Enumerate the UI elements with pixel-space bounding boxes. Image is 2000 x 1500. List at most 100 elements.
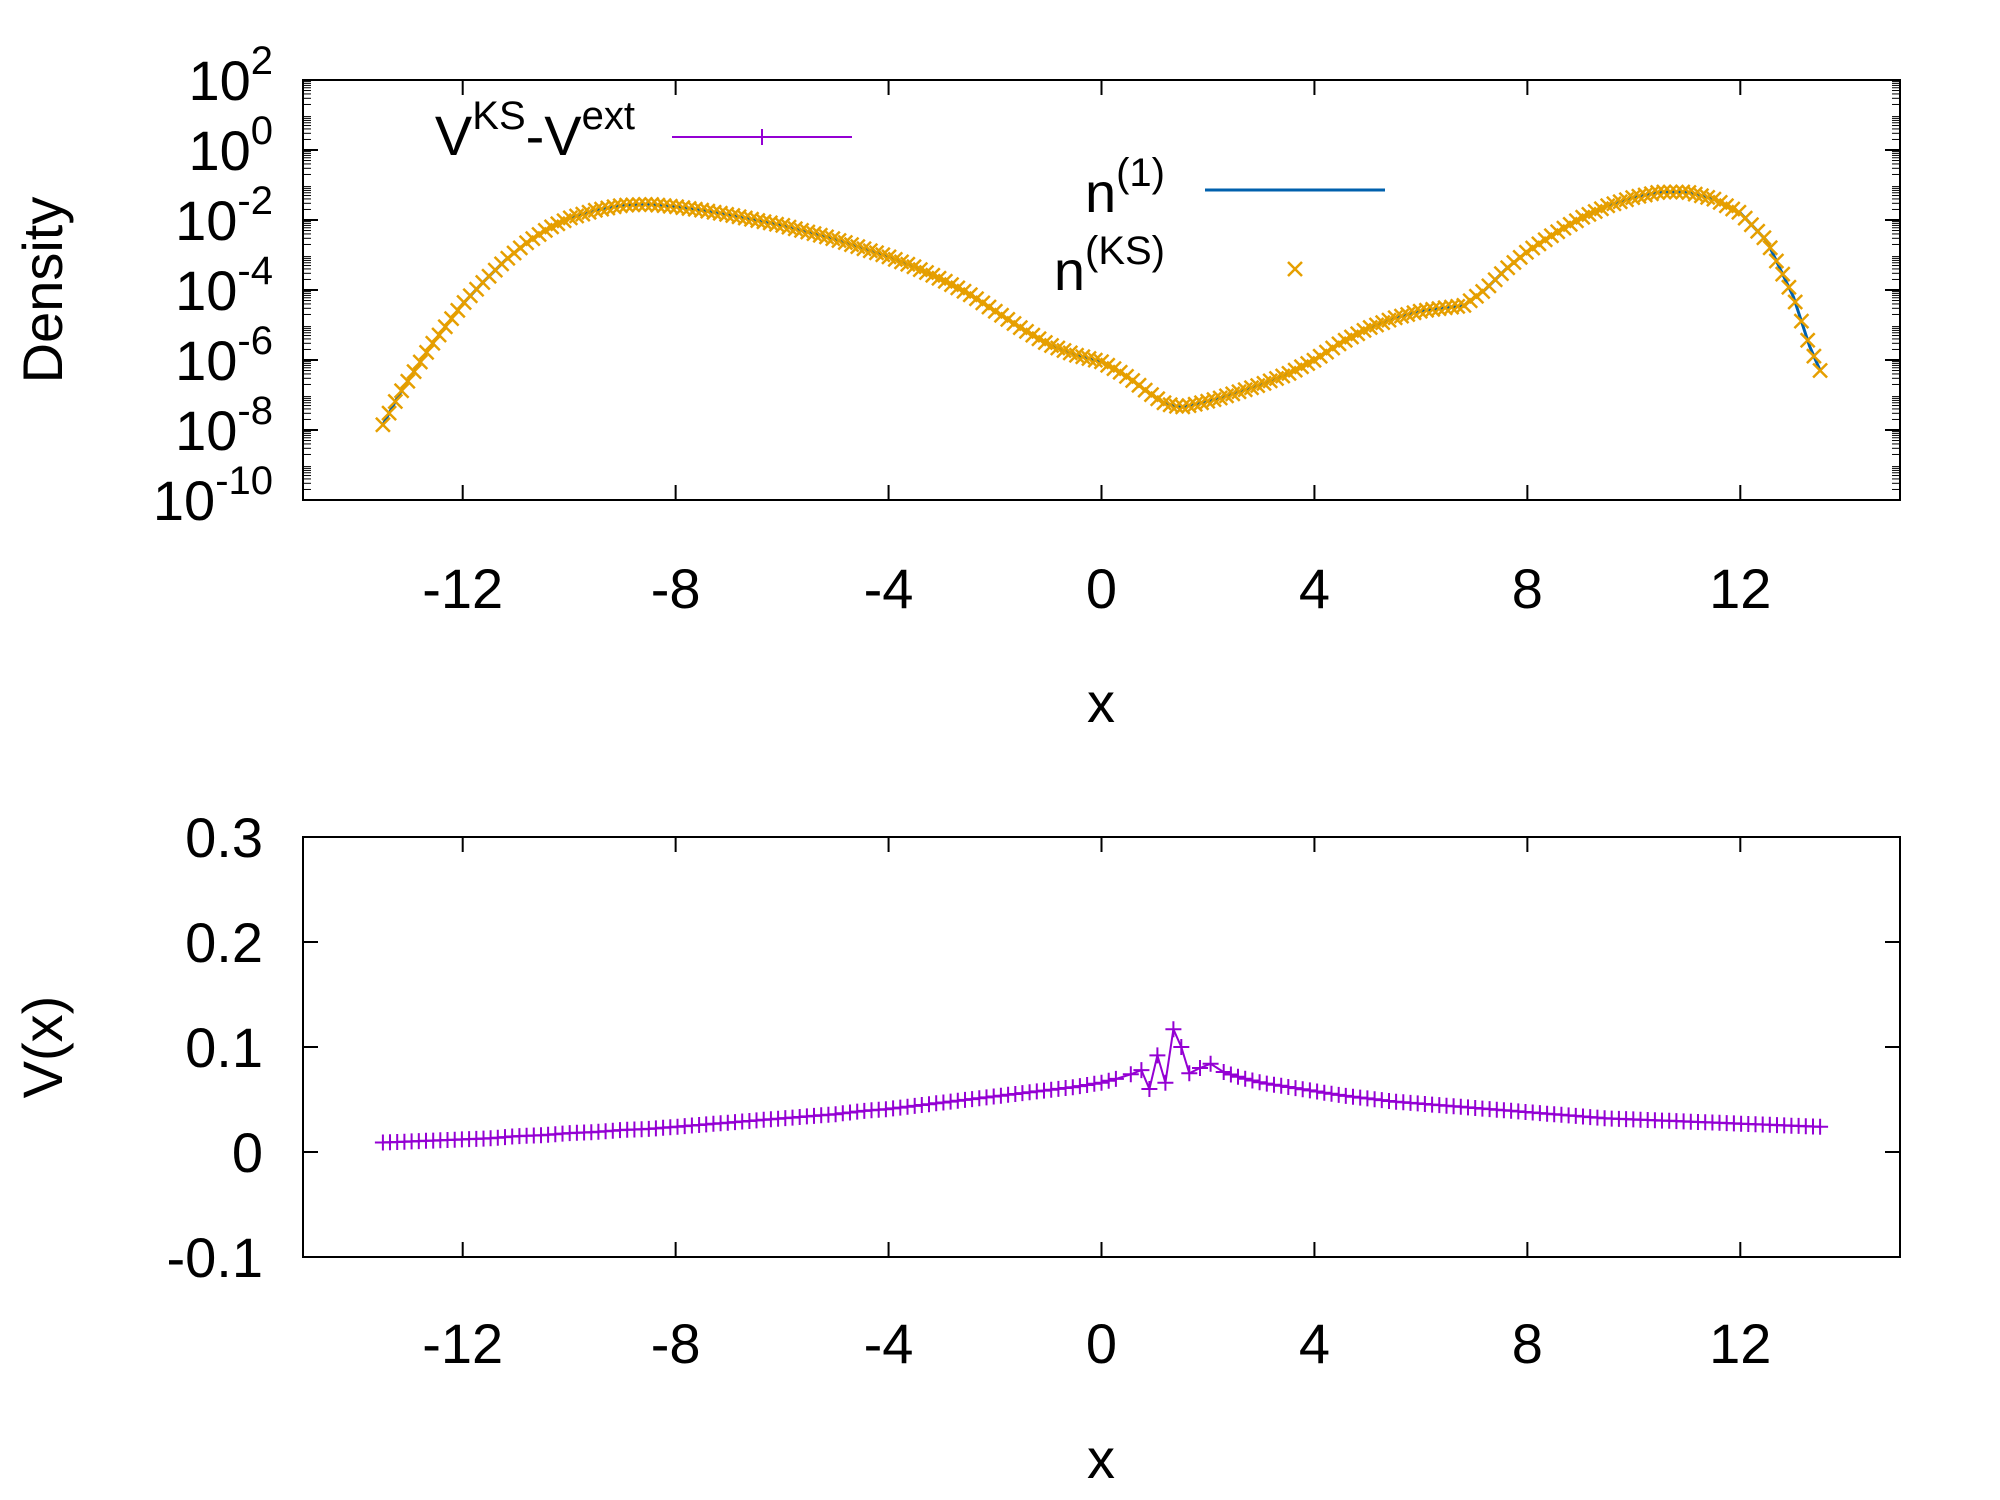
series-nks-point	[1637, 187, 1654, 203]
series-vks-vext-point	[1287, 1080, 1304, 1097]
series-vks-vext-point	[1192, 1060, 1208, 1076]
legend-label-nks: n(KS)	[1054, 229, 1165, 302]
density-x-tick-label: 4	[1299, 557, 1330, 620]
series-vks-vext-point	[1222, 1066, 1239, 1083]
series-nks-point	[624, 197, 641, 213]
density-x-tick-label: -12	[422, 557, 503, 620]
legend-label-n1-base: n	[1085, 161, 1116, 224]
potential-y-tick-label: 0	[232, 1121, 263, 1184]
series-nks-point	[1768, 253, 1785, 269]
series-vks-vext-point	[1323, 1085, 1340, 1102]
series-vks-vext-point	[1309, 1083, 1326, 1100]
series-vks-vext-point	[1071, 1078, 1088, 1095]
series-nks-point	[1762, 239, 1779, 256]
potential-y-tick-label: -0.1	[167, 1226, 264, 1289]
legend-label-vks-mid: -V	[526, 104, 583, 167]
series-nks-point	[1812, 362, 1828, 379]
density-x-tick-label: -4	[864, 557, 914, 620]
series-vks-vext-point	[1165, 1021, 1182, 1038]
legend-label-nks-sup: (KS)	[1085, 229, 1165, 273]
series-vks-vext-point	[1157, 1074, 1174, 1091]
series-vks-vext-point	[1100, 1072, 1117, 1089]
series-nks-point	[612, 197, 629, 214]
series-nks-point	[424, 335, 441, 352]
density-y-tick-label: 10-8	[175, 389, 273, 462]
density-x-tick-label: 12	[1709, 557, 1771, 620]
series-nks-point	[1781, 279, 1797, 296]
legend-label-vks-base: V	[435, 104, 473, 167]
series-vks-vext-point	[1107, 1070, 1124, 1087]
series-nks-point	[718, 206, 735, 223]
series-nks-point	[1756, 229, 1772, 246]
legend-label-vks-sup2: ext	[582, 94, 635, 138]
legend-label-n1: n(1)	[1085, 151, 1165, 224]
series-nks-point	[643, 196, 660, 213]
series-nks-point	[693, 202, 710, 218]
series-vks-vext-point	[1812, 1118, 1829, 1135]
density-y-tick-label: 10-10	[153, 459, 273, 532]
density-x-ticks: -12 -8 -4 0 4 8 12	[422, 80, 1771, 620]
series-nks-point	[1787, 294, 1804, 310]
series-nks-point	[618, 197, 635, 213]
series-nks-point	[737, 210, 754, 226]
series-nks-point	[412, 354, 429, 370]
series-nks-point	[1799, 332, 1816, 349]
potential-x-tick-label: 8	[1512, 1312, 1543, 1375]
legend-marker-nks	[1287, 261, 1303, 277]
series-vks-vext-point	[1173, 1039, 1190, 1055]
legend-entry-nks: n(KS)	[1054, 229, 1303, 302]
series-nks-point	[1806, 348, 1822, 364]
potential-x-tick-label: 4	[1299, 1312, 1330, 1375]
density-panel: -12 -8 -4 0 4 8 12 10210010-210-410-610-810-10…	[11, 39, 1901, 734]
series-nks-point	[418, 344, 435, 361]
series-nks-point	[1449, 298, 1466, 315]
series-nks-point	[1774, 266, 1791, 282]
series-nks-point	[756, 213, 772, 230]
density-series	[375, 184, 1828, 433]
potential-y-tick-label: 0.1	[185, 1016, 263, 1079]
series-vks-vext-point	[1273, 1077, 1290, 1094]
series-nks-point	[406, 363, 422, 380]
density-x-tick-label: 8	[1512, 557, 1543, 620]
potential-plot-frame	[302, 836, 1901, 1258]
density-y-tick-label: 100	[188, 109, 273, 182]
density-y-tick-label: 10-2	[175, 179, 273, 252]
series-vks-vext-point	[1280, 1079, 1297, 1095]
series-vks-vext-point	[1294, 1081, 1311, 1098]
series-nks-point	[431, 327, 447, 343]
series-nks-point	[1649, 184, 1666, 201]
series-vks-vext-point	[1141, 1081, 1158, 1097]
potential-x-ticks: -12 -8 -4 0 4 8 12	[422, 837, 1771, 1375]
series-nks-point	[387, 393, 404, 410]
series-vks-vext-point	[1122, 1066, 1139, 1083]
series-vks-vext-point	[1064, 1079, 1081, 1096]
series-vks-vext-point	[1316, 1084, 1333, 1101]
series-vks-vext-point	[1266, 1076, 1282, 1093]
density-x-tick-label: 0	[1086, 557, 1117, 620]
density-y-tick-label: 10-4	[175, 249, 273, 322]
series-vks-vext-point	[1079, 1077, 1096, 1093]
series-vks-vext-point	[1149, 1047, 1166, 1064]
series-vks-vext-point	[1093, 1074, 1110, 1091]
series-nks-point	[443, 310, 460, 327]
series-nks-point	[381, 405, 397, 421]
series-vks-vext-point	[1202, 1055, 1219, 1072]
series-n1-line	[381, 190, 1822, 426]
series-nks-point	[1168, 398, 1185, 415]
potential-x-tick-label: 0	[1086, 1312, 1117, 1375]
density-y-tick-label: 10-6	[175, 319, 273, 392]
series-vks-vext-point	[1230, 1068, 1246, 1085]
series-nks-point	[656, 197, 672, 214]
series-nks-point	[399, 373, 416, 390]
series-nks-point	[1443, 299, 1460, 315]
series-nks-point	[593, 201, 610, 217]
potential-series	[374, 1021, 1829, 1151]
series-nks-point	[437, 318, 454, 335]
series-nks-point	[712, 205, 729, 222]
legend-label-n1-sup: (1)	[1116, 151, 1165, 195]
series-nks-point	[631, 196, 647, 213]
series-nks-point	[681, 200, 697, 217]
legend-label-vks-sup: KS	[472, 94, 525, 138]
series-vks-vext-point	[1251, 1074, 1268, 1091]
series-nks-point	[1412, 303, 1429, 320]
